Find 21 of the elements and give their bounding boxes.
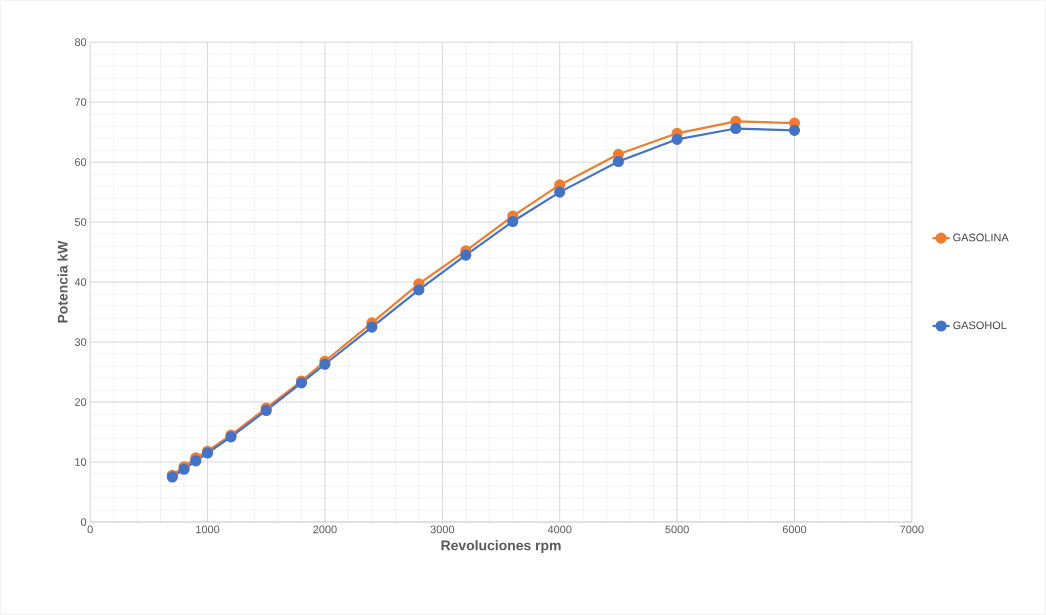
y-tick-label: 10: [75, 458, 87, 466]
legend-label: GASOHOL: [953, 321, 1007, 330]
x-tick-label: 5000: [665, 525, 689, 534]
y-tick-label: 40: [74, 278, 87, 286]
x-tick-label: 7000: [900, 525, 924, 534]
y-tick-label: 80: [74, 38, 87, 46]
x-tick-label: 6000: [782, 525, 807, 534]
legend-label: GASOLINA: [953, 233, 1009, 242]
y-tick-label: 50: [74, 218, 87, 226]
x-tick-label: 2000: [313, 525, 337, 534]
y-tick-label: 70: [75, 98, 87, 106]
y-tick-label: 0: [80, 518, 87, 526]
y-tick-label: 30: [74, 338, 87, 346]
y-tick-label: 60: [75, 158, 87, 166]
x-tick-label: 0: [87, 525, 93, 534]
x-axis-title: Revoluciones rpm: [441, 540, 561, 554]
x-tick-label: 3000: [430, 525, 455, 534]
y-tick-label: 20: [75, 398, 87, 406]
x-tick-label: 1000: [196, 525, 220, 534]
x-tick-label: 4000: [547, 525, 572, 534]
y-axis-title: Potencia kW: [57, 240, 68, 323]
